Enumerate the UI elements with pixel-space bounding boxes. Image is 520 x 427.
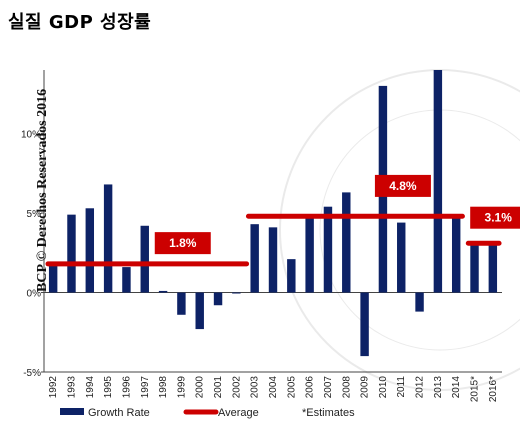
bar-1998 xyxy=(158,290,168,293)
x-tick-label-1995: 1995 xyxy=(103,376,114,399)
y-tick-label-3: -5% xyxy=(23,368,41,379)
bar-1996 xyxy=(122,267,131,293)
bar-2011 xyxy=(397,222,406,293)
bar-2005 xyxy=(287,259,296,293)
y-tick-label-2: 0% xyxy=(27,289,42,300)
bar-2014 xyxy=(451,217,461,293)
x-tick-label-2001: 2001 xyxy=(213,376,224,399)
x-tick-label-2009: 2009 xyxy=(360,376,371,399)
x-tick-label-2005: 2005 xyxy=(286,376,297,399)
legend-label-average: Average xyxy=(218,407,259,419)
bars-layer xyxy=(48,70,498,357)
bar-2007 xyxy=(323,206,333,293)
x-tick-label-2015*: 2015* xyxy=(470,376,481,402)
x-tick-labels: 1992 1993 1994 1995 1996 1997 1998 1999 2000 2001… xyxy=(48,376,499,403)
x-tick-label-1996: 1996 xyxy=(121,376,132,399)
legend: Growth Rate Average *Estimates xyxy=(60,407,355,419)
bar-2004 xyxy=(268,227,278,293)
average-label-box-1 xyxy=(374,174,431,197)
copyright-watermark: BCP © Derechos Reservados 2016 xyxy=(35,89,50,292)
bar-2001 xyxy=(213,292,223,306)
x-tick-label-2010: 2010 xyxy=(378,376,389,399)
average-label-box-0 xyxy=(154,232,211,255)
legend-label-growth-rate: Growth Rate xyxy=(88,407,150,419)
bar-1999 xyxy=(177,292,186,315)
bar-2016* xyxy=(488,243,498,293)
x-tick-label-1997: 1997 xyxy=(140,376,151,399)
x-tick-label-2003: 2003 xyxy=(250,376,261,399)
x-tick-label-2006: 2006 xyxy=(305,376,316,399)
bar-2002 xyxy=(232,292,241,294)
legend-label-estimates: *Estimates xyxy=(302,407,355,419)
x-tick-label-2011: 2011 xyxy=(396,376,407,398)
chart-title: 실질 GDP 성장률 xyxy=(8,12,152,33)
bar-2000 xyxy=(195,292,204,330)
bar-2006 xyxy=(305,217,314,293)
x-tick-label-2013: 2013 xyxy=(433,376,444,399)
x-tick-label-2014: 2014 xyxy=(451,376,462,399)
x-tick-label-1998: 1998 xyxy=(158,376,169,399)
average-label-box-2 xyxy=(470,206,520,229)
x-tick-label-1994: 1994 xyxy=(85,376,96,399)
bar-1997 xyxy=(140,225,149,293)
x-tick-label-2004: 2004 xyxy=(268,376,279,399)
x-tick-label-2007: 2007 xyxy=(323,376,334,399)
x-tick-label-1993: 1993 xyxy=(66,376,77,399)
x-tick-label-2008: 2008 xyxy=(341,376,352,399)
x-tick-label-2000: 2000 xyxy=(195,376,206,399)
bar-1994 xyxy=(85,208,95,293)
bar-2013 xyxy=(433,70,443,293)
x-tick-label-2002: 2002 xyxy=(231,376,242,399)
averages-layer: 1.8% 4.8% 3.1% xyxy=(45,174,520,267)
bar-2015* xyxy=(470,243,479,293)
average-label-2: 3.1% xyxy=(485,211,513,225)
x-tick-label-1999: 1999 xyxy=(176,376,187,399)
bar-2009 xyxy=(360,292,369,357)
x-tick-label-2012: 2012 xyxy=(415,376,426,399)
bar-2012 xyxy=(415,292,424,312)
y-tick-label-0: 10% xyxy=(21,130,41,141)
bar-1995 xyxy=(103,184,113,293)
x-tick-label-2016*: 2016* xyxy=(488,376,499,402)
bar-1992 xyxy=(48,265,58,293)
legend-swatch-growth-rate xyxy=(60,408,84,415)
bar-2008 xyxy=(342,192,351,293)
y-tick-labels: 10% 5% 0% -5% xyxy=(21,130,41,379)
x-tick-label-1992: 1992 xyxy=(48,376,59,399)
bar-2003 xyxy=(250,224,259,293)
bar-1993 xyxy=(67,214,76,293)
average-label-0: 1.8% xyxy=(169,236,197,250)
average-label-1: 4.8% xyxy=(389,179,417,193)
y-tick-label-1: 5% xyxy=(27,209,42,220)
